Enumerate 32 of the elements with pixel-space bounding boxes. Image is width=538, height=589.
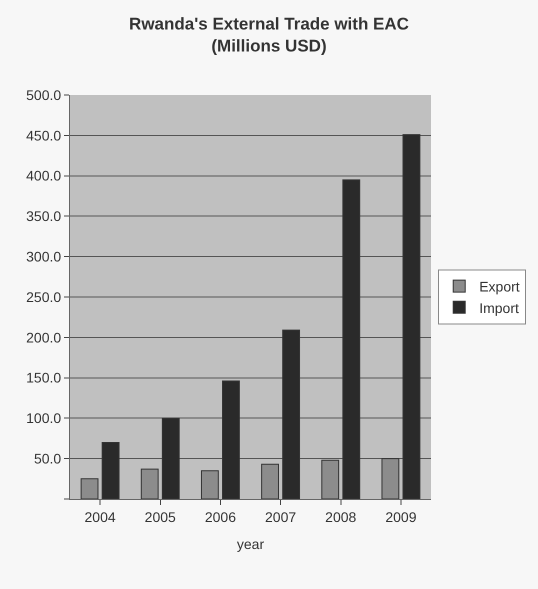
chart-title: Rwanda's External Trade with EAC (Millions USD) [129,14,409,56]
x-tick-label: 2007 [265,508,296,525]
bar [140,468,159,499]
y-tick-label: 350.0 [26,208,62,224]
bar [102,442,120,499]
y-tick-label: 500.0 [26,86,62,103]
x-tick-label: 2004 [84,508,116,525]
y-tick-label: 200.0 [26,329,62,346]
bar [80,478,98,499]
y-tick-label: 150.0 [26,370,62,386]
bar [282,330,300,499]
x-tick-label: 2006 [204,508,236,525]
y-tick-label: 250.0 [26,288,62,305]
bar [162,418,180,499]
legend-label: Export [479,278,520,295]
bar [321,460,340,499]
bar [402,134,420,499]
y-tick-label: 100.0 [26,410,62,426]
x-tick-label: 2008 [325,508,357,525]
bar [261,464,279,499]
x-tick-label: 2005 [144,508,176,525]
y-tick-label: 300.0 [26,248,62,264]
legend-label: Import [479,300,520,316]
bar [381,458,400,499]
y-tick-label: 450.0 [26,127,62,144]
y-tick-label: 400.0 [26,168,62,184]
y-tick-label: 50.0 [34,450,62,466]
x-tick-label: 2009 [385,508,417,525]
x-axis-title: year [236,536,264,552]
bar [222,380,240,499]
bar [200,470,219,499]
bar [342,179,360,499]
